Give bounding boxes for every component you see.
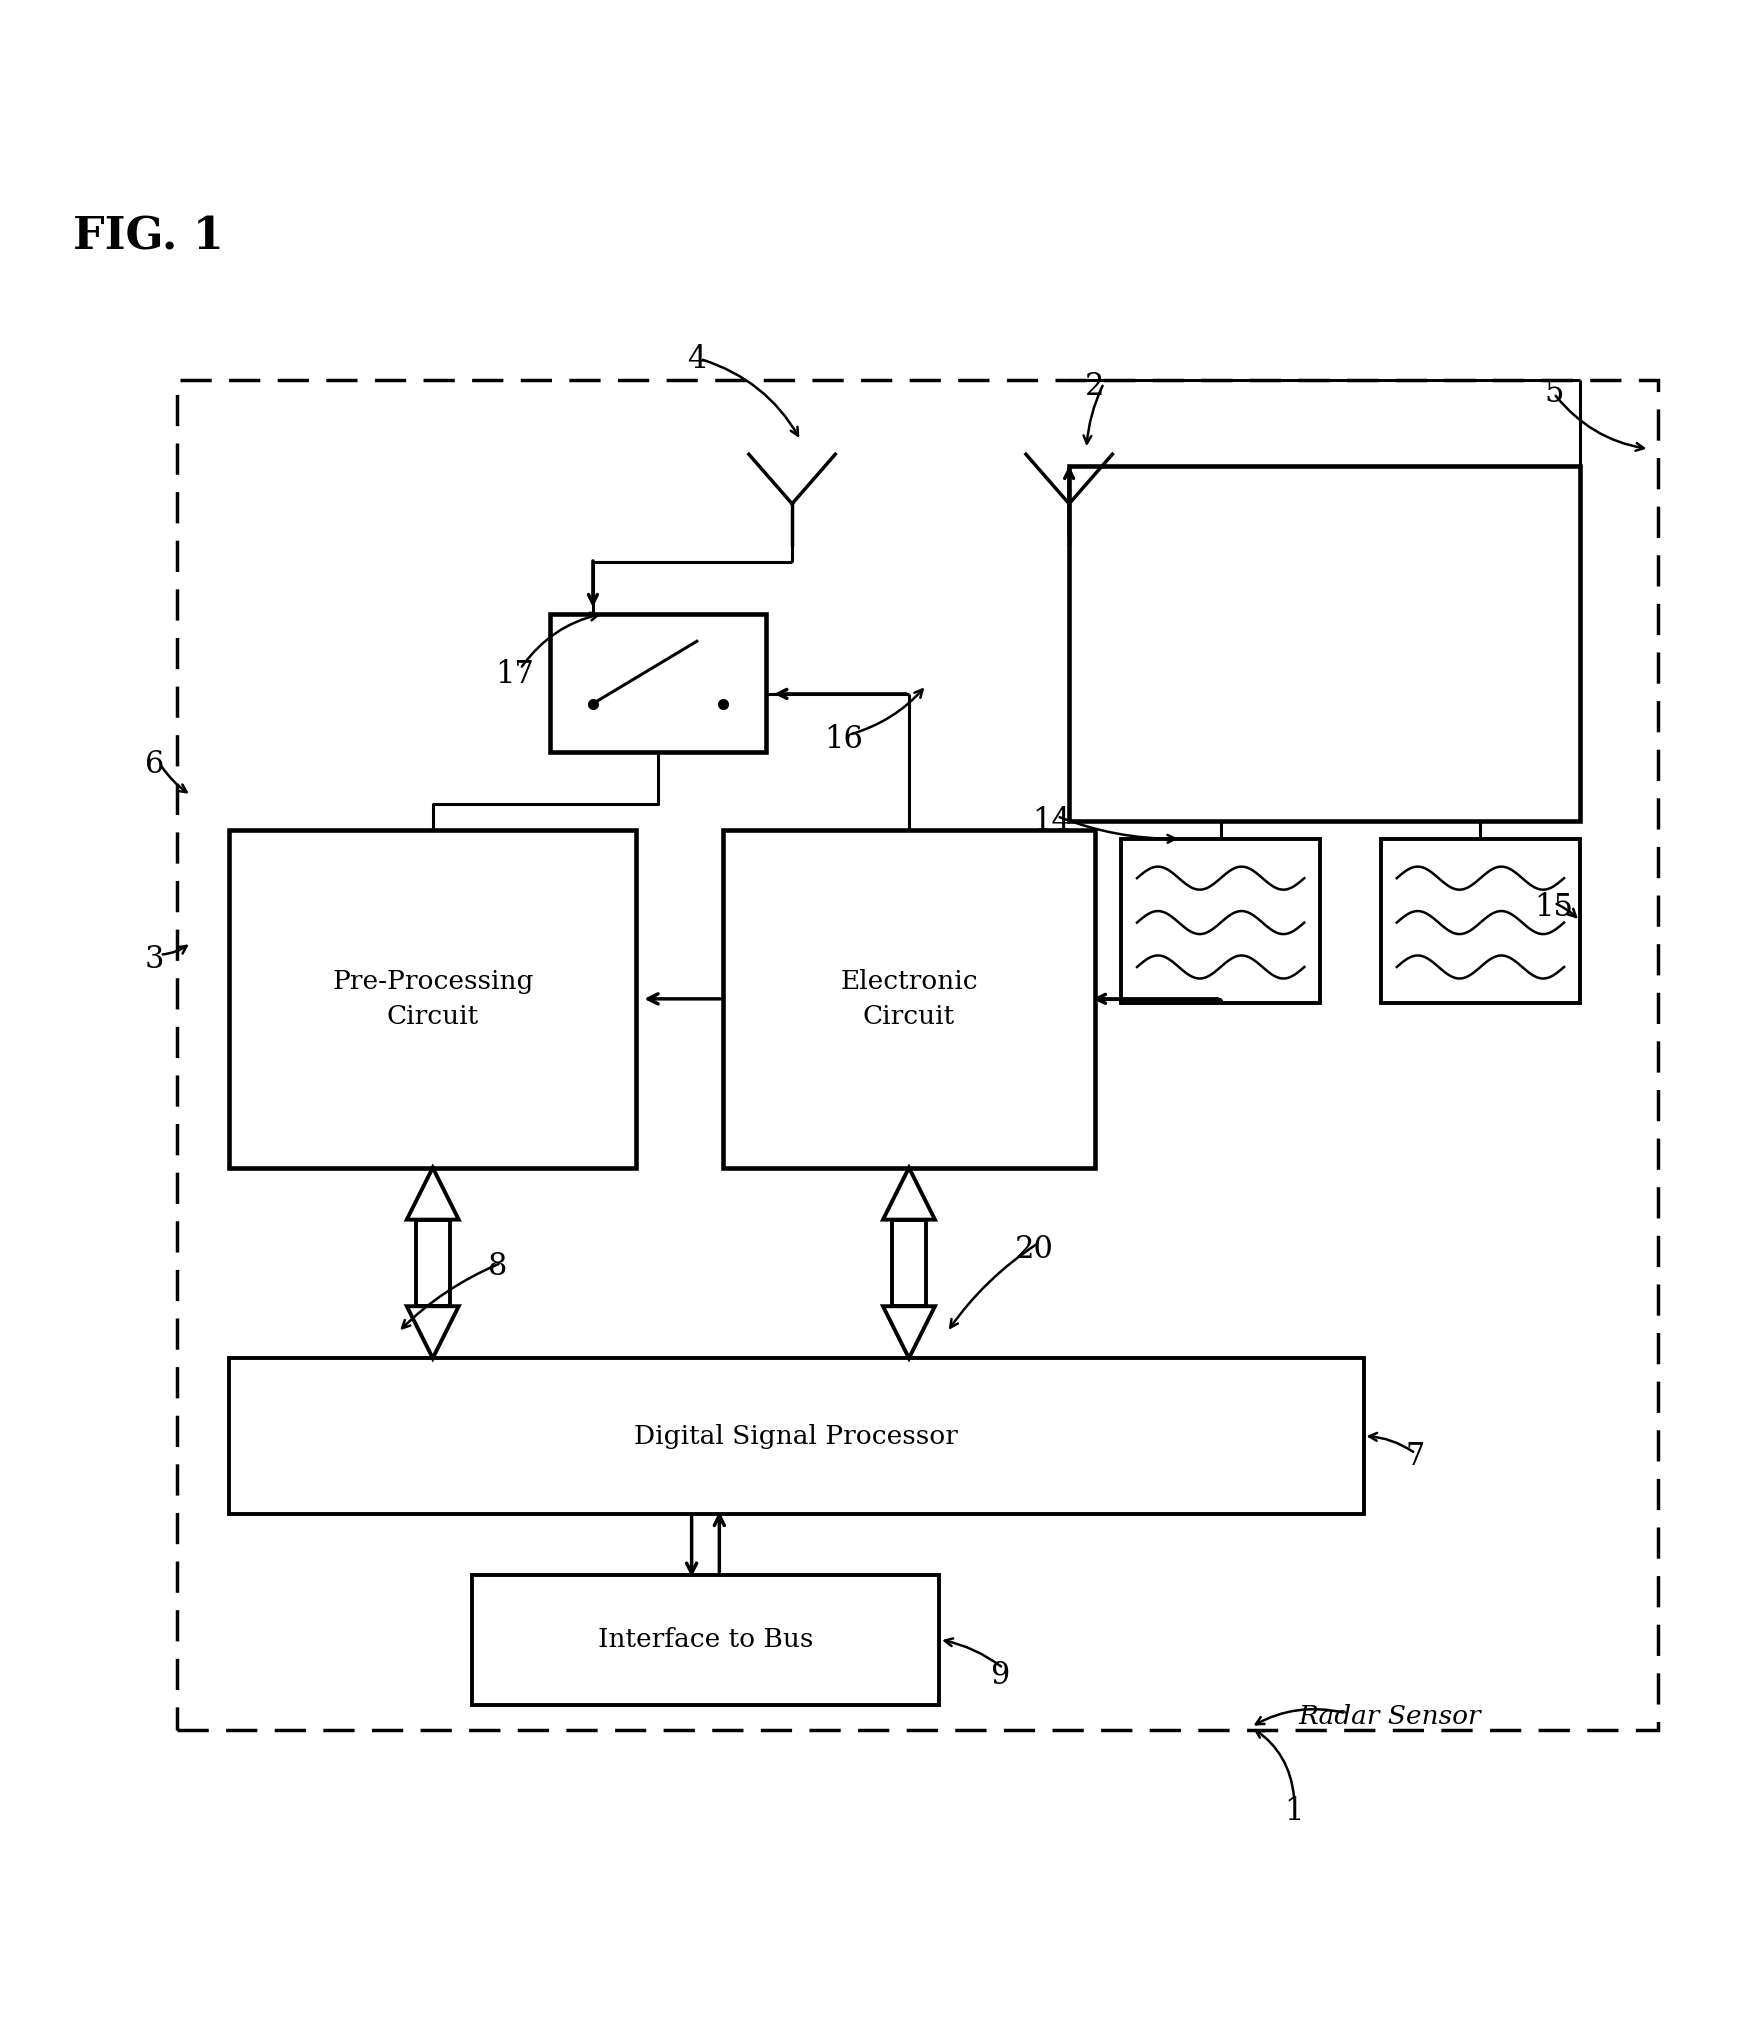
- Text: 16: 16: [824, 725, 863, 755]
- Text: FIG. 1: FIG. 1: [73, 214, 224, 259]
- Text: Radar Sensor: Radar Sensor: [1297, 1704, 1480, 1729]
- Bar: [892, 1221, 925, 1306]
- Polygon shape: [882, 1306, 934, 1357]
- Text: 14: 14: [1031, 806, 1071, 837]
- Bar: [471, 1576, 939, 1704]
- Bar: [1120, 839, 1320, 1004]
- Text: 1: 1: [1283, 1796, 1303, 1827]
- Bar: [230, 831, 636, 1167]
- Bar: [722, 831, 1094, 1167]
- Bar: [1068, 465, 1579, 820]
- Text: Digital Signal Processor: Digital Signal Processor: [635, 1425, 958, 1449]
- Bar: [416, 1221, 449, 1306]
- Text: Electronic
Circuit: Electronic Circuit: [840, 969, 977, 1029]
- Text: Pre-Processing
Circuit: Pre-Processing Circuit: [332, 969, 534, 1029]
- Text: 3: 3: [144, 945, 165, 976]
- Bar: [1381, 839, 1579, 1004]
- Text: Interface to Bus: Interface to Bus: [598, 1627, 812, 1651]
- Text: 6: 6: [144, 749, 165, 780]
- Text: 7: 7: [1405, 1441, 1424, 1472]
- Bar: [550, 614, 765, 751]
- Text: 5: 5: [1544, 378, 1563, 408]
- Polygon shape: [407, 1167, 459, 1221]
- Bar: [230, 1357, 1363, 1514]
- Text: 8: 8: [487, 1251, 508, 1282]
- Text: 20: 20: [1014, 1233, 1054, 1265]
- Text: 9: 9: [989, 1659, 1009, 1690]
- Text: 17: 17: [496, 659, 534, 690]
- Polygon shape: [882, 1167, 934, 1221]
- Polygon shape: [407, 1306, 459, 1357]
- Bar: [177, 380, 1657, 1731]
- Text: 2: 2: [1085, 371, 1104, 402]
- Text: 15: 15: [1534, 892, 1572, 923]
- Text: 4: 4: [687, 343, 706, 374]
